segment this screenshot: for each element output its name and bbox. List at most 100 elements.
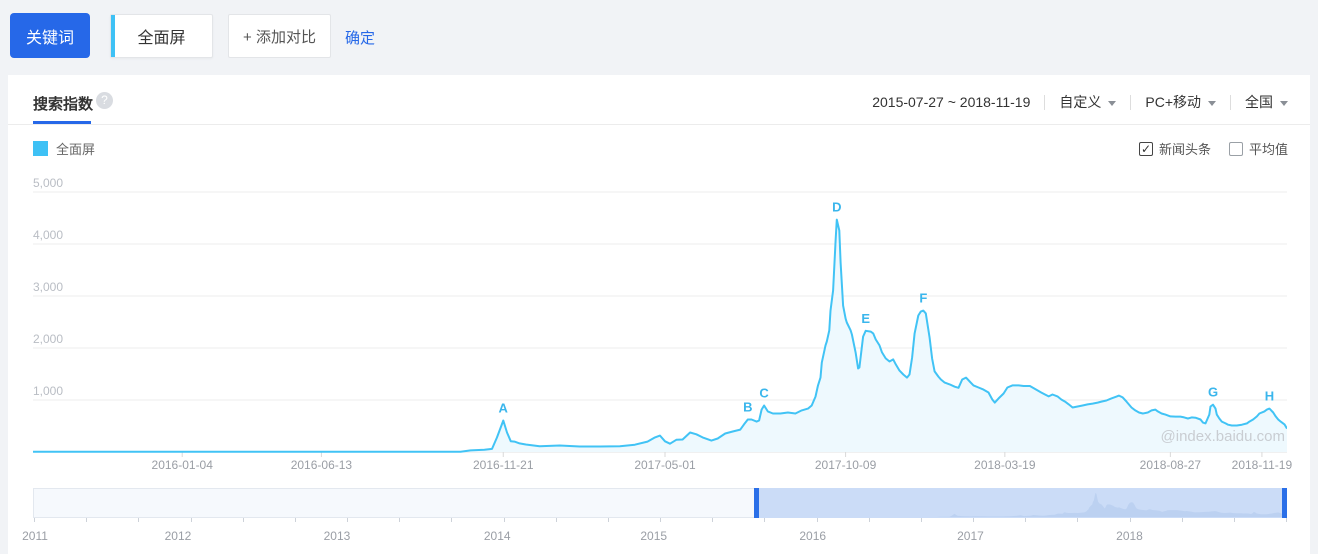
query-bar: 关键词 全面屏 + 添加对比 确定: [0, 0, 1318, 75]
keyword-button[interactable]: 关键词: [10, 13, 90, 58]
keyword-color-accent: [111, 15, 115, 57]
tab-active-underline: [33, 121, 91, 124]
timeline-tick: [451, 518, 453, 522]
timeline-tick: [86, 518, 88, 522]
timeline-tick: [347, 518, 348, 522]
tab-search-index[interactable]: 搜索指数: [33, 96, 94, 113]
y-axis-label: 4,000: [33, 228, 64, 242]
news-marker-F[interactable]: F: [919, 291, 927, 306]
chevron-down-icon: [1108, 100, 1117, 106]
news-marker-E[interactable]: E: [861, 311, 870, 326]
timeline-tick: [764, 518, 766, 522]
timeline-navigator[interactable]: 2011 2012 2013 2014 2015 2016 2017 2018: [22, 488, 1287, 543]
date-range-text: 2015-07-27 ~ 2018-11-19: [872, 94, 1031, 110]
timeline-right-handle[interactable]: [1282, 488, 1287, 518]
dropdown-date-mode[interactable]: 自定义: [1059, 92, 1117, 112]
x-axis-label: 2016-06-13: [290, 458, 353, 472]
timeline-tick: [712, 518, 714, 522]
news-marker-G[interactable]: G: [1208, 385, 1218, 400]
dropdown-device[interactable]: PC+移动: [1145, 92, 1216, 112]
x-axis-label: 2018-08-27: [1139, 458, 1202, 472]
y-axis-label: 3,000: [33, 280, 64, 294]
chevron-down-icon: [1208, 100, 1216, 106]
timeline-tick: [816, 518, 818, 522]
y-axis-label: 5,000: [33, 176, 64, 190]
timeline-tick: [503, 518, 505, 522]
timeline-tick: [920, 518, 922, 522]
series-line: [33, 218, 1287, 453]
checkbox-icon[interactable]: ✓: [1138, 141, 1153, 156]
separator: [1044, 94, 1046, 110]
help-icon[interactable]: ?: [96, 92, 113, 109]
timeline-tick: [1233, 518, 1235, 522]
timeline-year-label: 2016: [799, 529, 827, 543]
keyword-value: 全面屏: [137, 30, 186, 47]
timeline-tick: [1129, 518, 1131, 522]
timeline-tick: [868, 518, 870, 522]
timeline-left-handle[interactable]: [754, 488, 760, 518]
x-axis-label: 2017-05-01: [634, 458, 696, 472]
legend-row: 全面屏 ✓ 新闻头条 平均值: [8, 137, 1310, 159]
timeline-year-label: 2017: [957, 529, 984, 543]
toggle-label: 平均值: [1248, 142, 1288, 157]
timeline-year-label: 2014: [483, 529, 511, 543]
confirm-link[interactable]: 确定: [345, 30, 376, 47]
timeline-tick: [1025, 518, 1027, 522]
timeline-silhouette: [756, 492, 1286, 517]
add-compare-button[interactable]: + 添加对比: [228, 14, 331, 58]
timeline-tick: [1286, 518, 1287, 522]
timeline-tick: [607, 518, 609, 522]
toggle-average[interactable]: 平均值: [1228, 139, 1288, 158]
series-area: [33, 219, 1287, 452]
toggle-label: 新闻头条: [1158, 142, 1211, 157]
timeline-tick: [294, 518, 296, 522]
header-controls: 2015-07-27 ~ 2018-11-19 自定义 PC+移动 全国: [872, 92, 1288, 112]
x-axis-label: 2016-01-04: [151, 458, 213, 472]
separator: [1130, 94, 1132, 110]
timeline-tick: [190, 518, 192, 522]
legend-name: 全面屏: [56, 142, 96, 157]
timeline-year-label: 2018: [1116, 529, 1143, 543]
news-marker-D[interactable]: D: [832, 200, 841, 215]
timeline-tick: [1181, 518, 1183, 522]
dropdown-label: PC+移动: [1145, 94, 1201, 110]
y-axis-label: 2,000: [33, 332, 64, 346]
timeline-year-label: 2013: [323, 529, 351, 543]
toggle-news-headlines[interactable]: ✓ 新闻头条: [1138, 139, 1211, 158]
checkbox-icon[interactable]: [1228, 141, 1243, 156]
timeline-tick: [34, 518, 35, 522]
watermark: @index.baidu.com: [1160, 428, 1285, 445]
timeline-tick: [660, 518, 661, 522]
timeline-tick: [1077, 518, 1079, 522]
dropdown-label: 自定义: [1059, 94, 1102, 110]
x-axis-label: 2017-10-09: [814, 458, 877, 472]
keyword-input[interactable]: 全面屏: [110, 14, 213, 58]
timeline-year-label: 2012: [164, 529, 192, 543]
news-marker-B[interactable]: B: [743, 400, 752, 415]
x-axis-label: 2018-11-19: [1231, 458, 1293, 472]
search-index-panel: 搜索指数 ? 2015-07-27 ~ 2018-11-19 自定义 PC+移动…: [8, 75, 1310, 554]
panel-header: 搜索指数 ? 2015-07-27 ~ 2018-11-19 自定义 PC+移动…: [8, 75, 1310, 125]
dropdown-region[interactable]: 全国: [1245, 92, 1288, 112]
news-marker-A[interactable]: A: [499, 401, 509, 416]
news-marker-C[interactable]: C: [759, 385, 769, 400]
separator: [1230, 94, 1231, 110]
timeline-tick: [399, 518, 401, 522]
legend-swatch: [33, 141, 48, 156]
timeline-tick: [138, 518, 140, 522]
x-axis-label: 2016-11-21: [473, 458, 534, 472]
timeline-tick: [555, 518, 557, 522]
y-axis-label: 1,000: [33, 384, 64, 398]
chevron-down-icon: [1280, 100, 1288, 106]
overlay-toggles: ✓ 新闻头条 平均值: [1138, 139, 1288, 158]
series-legend: 全面屏: [33, 139, 95, 158]
timeline-tick: [973, 518, 974, 522]
header-divider: [8, 124, 1310, 125]
timeline-mini-series: [756, 492, 1286, 517]
trend-chart-svg: A BC D E F G H: [33, 191, 1287, 457]
timeline-year-label: 2011: [22, 529, 48, 543]
timeline-selection[interactable]: [756, 488, 1286, 518]
x-axis-label: 2018-03-19: [974, 458, 1036, 472]
news-marker-H[interactable]: H: [1265, 389, 1274, 404]
